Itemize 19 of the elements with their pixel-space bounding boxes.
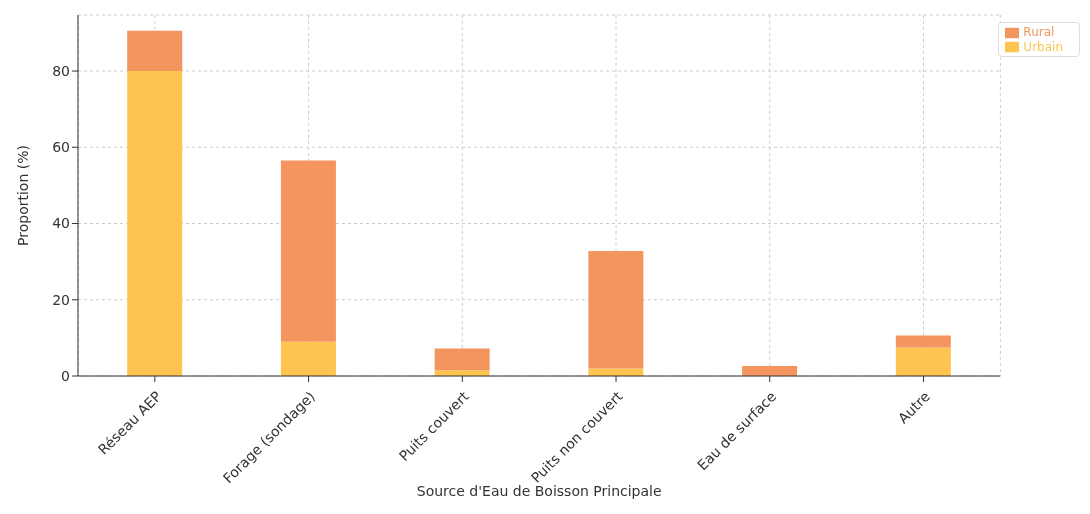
- y-tick-label: 0: [61, 367, 70, 384]
- y-tick-label: 40: [52, 215, 70, 232]
- bar: [127, 30, 183, 72]
- y-tick-label: 60: [52, 139, 70, 156]
- bar: [280, 160, 336, 342]
- bar: [588, 250, 644, 369]
- x-axis-title: Source d'Eau de Boisson Principale: [416, 483, 662, 499]
- y-tick-label: 80: [52, 63, 70, 80]
- bar: [280, 341, 336, 376]
- bar: [127, 71, 183, 376]
- bar: [434, 348, 490, 371]
- legend-label: Urbain: [1023, 39, 1063, 54]
- legend-label: Rural: [1023, 25, 1055, 39]
- y-tick-label: 20: [52, 291, 70, 308]
- bar: [588, 368, 644, 376]
- y-axis-title: Proportion (%): [14, 145, 31, 246]
- bar: [895, 347, 951, 376]
- bar: [895, 335, 951, 348]
- bar: [742, 366, 798, 376]
